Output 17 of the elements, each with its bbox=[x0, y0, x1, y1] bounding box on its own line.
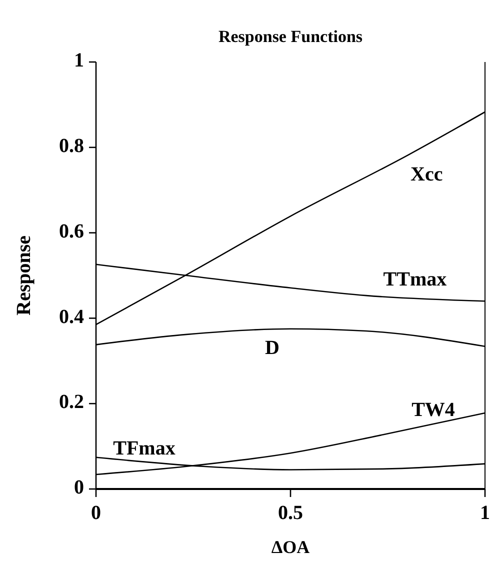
y-tick-label: 0.4 bbox=[59, 306, 84, 328]
series-label: Xcc bbox=[410, 164, 443, 186]
x-tick-label: 0.5 bbox=[278, 502, 303, 524]
y-axis-title: Response bbox=[13, 235, 35, 316]
x-axis-title: ΔOA bbox=[271, 537, 310, 557]
series-label: TTmax bbox=[383, 268, 447, 291]
y-tick-label: 0.8 bbox=[59, 134, 84, 157]
series-label: TFmax bbox=[113, 437, 176, 460]
series-label: TW4 bbox=[412, 398, 455, 421]
y-tick-label: 0.2 bbox=[59, 391, 84, 414]
series-label: D bbox=[264, 336, 280, 359]
chart-title: Response Functions bbox=[218, 27, 363, 46]
y-tick-label: 0 bbox=[74, 476, 84, 499]
y-tick-label: 0.6 bbox=[59, 220, 84, 242]
y-tick-label: 1 bbox=[74, 50, 84, 72]
x-tick-label: 0 bbox=[91, 502, 101, 524]
x-tick-label: 1 bbox=[480, 502, 490, 524]
